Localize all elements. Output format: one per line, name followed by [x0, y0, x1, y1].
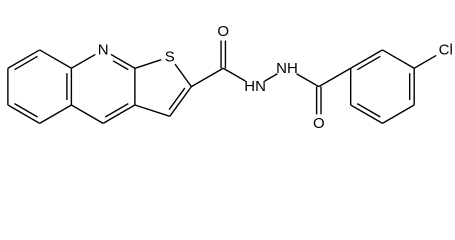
atom-label: S	[165, 48, 175, 65]
bond	[318, 67, 352, 88]
bond	[264, 73, 278, 82]
bond	[71, 53, 96, 69]
atom-label: NH	[276, 60, 298, 77]
bond	[382, 49, 415, 69]
atom-label: N	[98, 41, 109, 58]
double-bond	[356, 103, 381, 118]
bond	[102, 104, 136, 124]
bond	[350, 104, 383, 124]
bond	[169, 86, 192, 117]
bond	[350, 49, 383, 69]
bond	[134, 59, 162, 69]
bond	[382, 104, 415, 124]
bond	[71, 104, 104, 124]
atom-label: Cl	[439, 41, 453, 58]
double-bond	[112, 60, 129, 71]
molecule-diagram: N S O HN NH O Cl	[7, 23, 453, 132]
bond	[7, 49, 40, 69]
bond	[222, 67, 246, 82]
bond	[39, 49, 72, 69]
atom-label: O	[313, 115, 325, 132]
bond	[7, 104, 40, 124]
double-bond	[14, 103, 38, 118]
double-bond	[168, 87, 186, 111]
bond	[413, 54, 437, 69]
atom-label: HN	[244, 78, 266, 95]
double-bond	[104, 103, 129, 118]
bond	[174, 63, 192, 88]
atom-label: O	[217, 23, 229, 40]
bond	[110, 53, 136, 69]
bond	[296, 73, 320, 88]
double-bond	[14, 55, 38, 71]
bond	[39, 104, 72, 124]
bond	[191, 67, 224, 88]
double-bond	[356, 55, 381, 71]
bond	[134, 104, 170, 118]
